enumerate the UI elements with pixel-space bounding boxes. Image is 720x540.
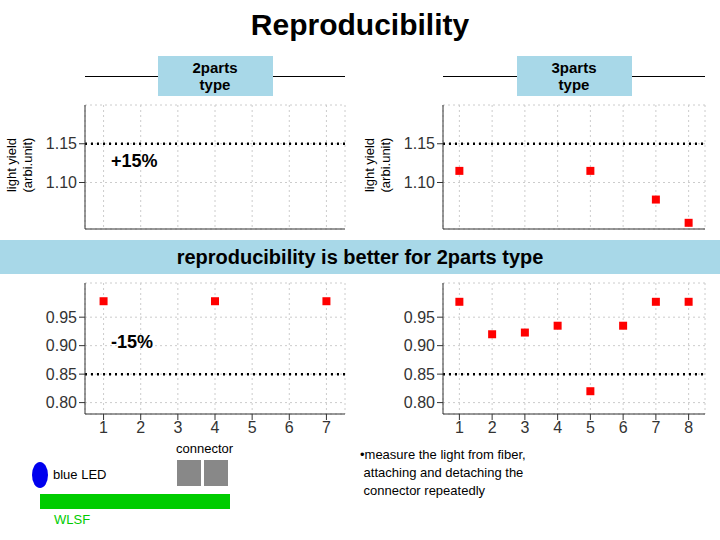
svg-text:5: 5 — [586, 419, 595, 436]
svg-text:0.85: 0.85 — [404, 366, 435, 383]
svg-text:0.80: 0.80 — [46, 394, 77, 411]
svg-text:0.95: 0.95 — [404, 309, 435, 326]
svg-text:0.85: 0.85 — [46, 366, 77, 383]
svg-text:0.80: 0.80 — [404, 394, 435, 411]
svg-text:6: 6 — [619, 419, 628, 436]
svg-text:1.15: 1.15 — [46, 135, 77, 152]
svg-text:1: 1 — [99, 419, 108, 436]
svg-text:1.15: 1.15 — [404, 135, 435, 152]
html-text:light yield (arbi.unit): light yield (arbi.unit) — [3, 137, 35, 192]
svg-text:7: 7 — [322, 419, 331, 436]
html-text:+15%: +15% — [111, 150, 158, 171]
html-text:2parts type: 2parts type — [192, 58, 238, 93]
svg-text:0.95: 0.95 — [46, 309, 77, 326]
svg-text:1.10: 1.10 — [46, 174, 77, 191]
svg-text:0.90: 0.90 — [46, 337, 77, 354]
html-text:WLSF: WLSF — [54, 512, 91, 527]
svg-text:8: 8 — [684, 419, 693, 436]
html-text:light yield (arbi.unit): light yield (arbi.unit) — [361, 137, 393, 192]
svg-text:2: 2 — [136, 419, 145, 436]
svg-text:5: 5 — [248, 419, 257, 436]
svg-text:3: 3 — [520, 419, 529, 436]
svg-text:2: 2 — [488, 419, 497, 436]
svg-text:1: 1 — [455, 419, 464, 436]
html-text:3parts type: 3parts type — [551, 58, 597, 93]
svg-text:0.90: 0.90 — [404, 337, 435, 354]
svg-text:4: 4 — [211, 419, 220, 436]
svg-text:6: 6 — [285, 419, 294, 436]
html-text:•measure the light from fiber,: •measure the light from fiber, attaching… — [360, 447, 526, 499]
html-text:Reproducibility: Reproducibility — [250, 8, 470, 41]
svg-text:1.10: 1.10 — [404, 174, 435, 191]
html-text:blue LED: blue LED — [53, 467, 107, 482]
html-text:connector: connector — [176, 441, 234, 456]
svg-text:3: 3 — [173, 419, 182, 436]
html-text:reproducibility is better for: reproducibility is better for 2parts typ… — [176, 245, 544, 268]
html-text:-15%: -15% — [111, 331, 153, 352]
svg-text:7: 7 — [651, 419, 660, 436]
svg-text:4: 4 — [553, 419, 562, 436]
